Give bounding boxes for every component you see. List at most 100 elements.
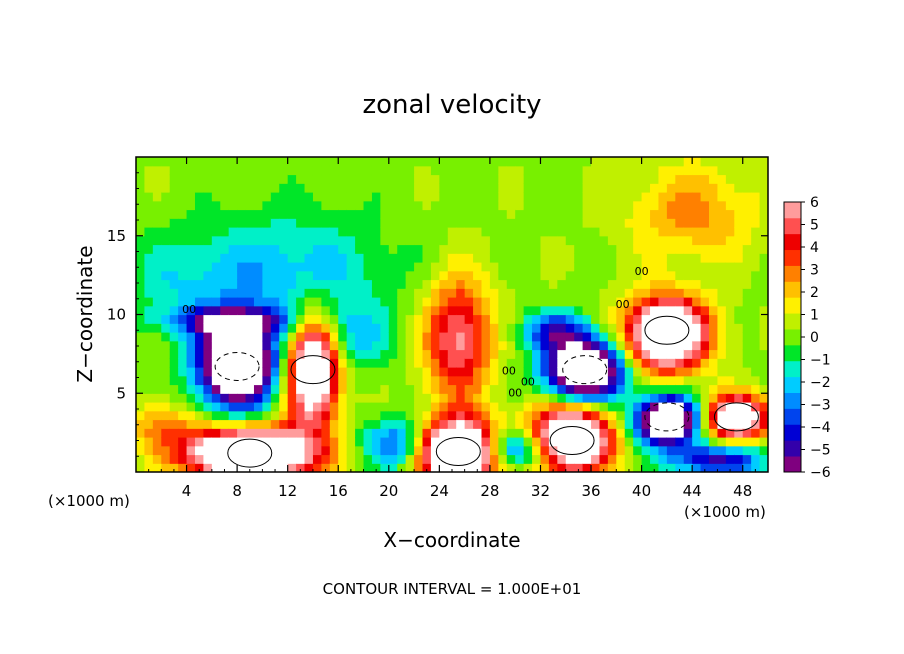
field-cell	[220, 297, 230, 307]
field-cell	[203, 375, 213, 386]
field-cell	[683, 349, 693, 359]
field-cell	[371, 367, 381, 377]
field-cell	[363, 200, 373, 211]
field-cell	[464, 393, 474, 403]
field-cell	[675, 288, 685, 298]
field-cell	[144, 454, 154, 464]
contour-label: 00	[502, 364, 516, 377]
field-cell	[700, 463, 710, 472]
field-cell	[473, 375, 483, 386]
field-cell	[304, 218, 314, 228]
field-cell	[709, 428, 719, 438]
field-cell	[380, 340, 390, 351]
field-cell	[742, 314, 752, 324]
field-cell	[430, 332, 440, 342]
field-cell	[591, 402, 601, 412]
field-cell	[304, 402, 314, 412]
field-cell	[599, 157, 609, 167]
field-cell	[700, 157, 710, 167]
field-cell	[338, 279, 348, 289]
field-cell	[262, 288, 272, 298]
field-cell	[270, 244, 280, 254]
field-cell	[666, 297, 676, 307]
field-cell	[666, 314, 676, 324]
field-cell	[683, 183, 693, 193]
field-cell	[683, 358, 693, 368]
field-cell	[725, 314, 735, 324]
field-cell	[582, 314, 592, 324]
field-cell	[717, 384, 727, 394]
field-cell	[532, 375, 542, 386]
field-cell	[751, 279, 761, 289]
field-cell	[683, 437, 693, 447]
field-cell	[321, 314, 331, 324]
field-cell	[178, 192, 188, 202]
field-cell	[312, 437, 322, 447]
field-cell	[607, 384, 617, 394]
field-cell	[515, 183, 525, 193]
field-cell	[734, 183, 744, 193]
field-cell	[253, 340, 263, 351]
field-cell	[144, 358, 154, 368]
field-cell	[498, 367, 508, 377]
field-cell	[237, 305, 247, 316]
field-cell	[557, 428, 567, 438]
field-cell	[439, 340, 449, 351]
field-cell	[582, 200, 592, 211]
field-cell	[725, 297, 735, 307]
field-cell	[599, 384, 609, 394]
field-cell	[709, 454, 719, 464]
field-cell	[709, 192, 719, 202]
field-cell	[371, 227, 381, 237]
field-cell	[759, 288, 768, 298]
field-cell	[607, 200, 617, 211]
field-cell	[489, 200, 499, 211]
field-cell	[136, 437, 146, 447]
field-cell	[506, 262, 516, 272]
field-cell	[321, 244, 331, 254]
field-cell	[220, 209, 230, 219]
field-cell	[144, 463, 154, 472]
field-cell	[557, 270, 567, 281]
field-cell	[616, 410, 626, 421]
field-cell	[650, 402, 660, 412]
field-cell	[692, 402, 702, 412]
field-cell	[540, 358, 550, 368]
field-cell	[473, 419, 483, 429]
field-cell	[582, 419, 592, 429]
field-cell	[456, 183, 466, 193]
field-cell	[439, 305, 449, 316]
field-cell	[296, 437, 306, 447]
field-cell	[742, 279, 752, 289]
field-cell	[658, 288, 668, 298]
field-cell	[414, 428, 424, 438]
field-cell	[565, 297, 575, 307]
field-cell	[152, 428, 162, 438]
field-cell	[650, 253, 660, 263]
field-cell	[169, 209, 179, 219]
field-cell	[169, 445, 179, 456]
field-cell	[430, 235, 440, 246]
field-cell	[515, 209, 525, 219]
field-cell	[641, 288, 651, 298]
field-cell	[169, 375, 179, 386]
field-cell	[557, 349, 567, 359]
field-cell	[725, 393, 735, 403]
field-cell	[237, 454, 247, 464]
field-cell	[734, 157, 744, 167]
field-cell	[287, 200, 297, 211]
field-cell	[540, 349, 550, 359]
field-cell	[548, 437, 558, 447]
field-cell	[481, 419, 491, 429]
field-cell	[405, 349, 415, 359]
field-cell	[220, 367, 230, 377]
field-cell	[152, 183, 162, 193]
field-cell	[751, 349, 761, 359]
field-cell	[725, 454, 735, 464]
field-cell	[287, 227, 297, 237]
field-cell	[262, 244, 272, 254]
field-cell	[624, 209, 634, 219]
field-cell	[607, 183, 617, 193]
field-cell	[422, 227, 432, 237]
field-cell	[439, 358, 449, 368]
